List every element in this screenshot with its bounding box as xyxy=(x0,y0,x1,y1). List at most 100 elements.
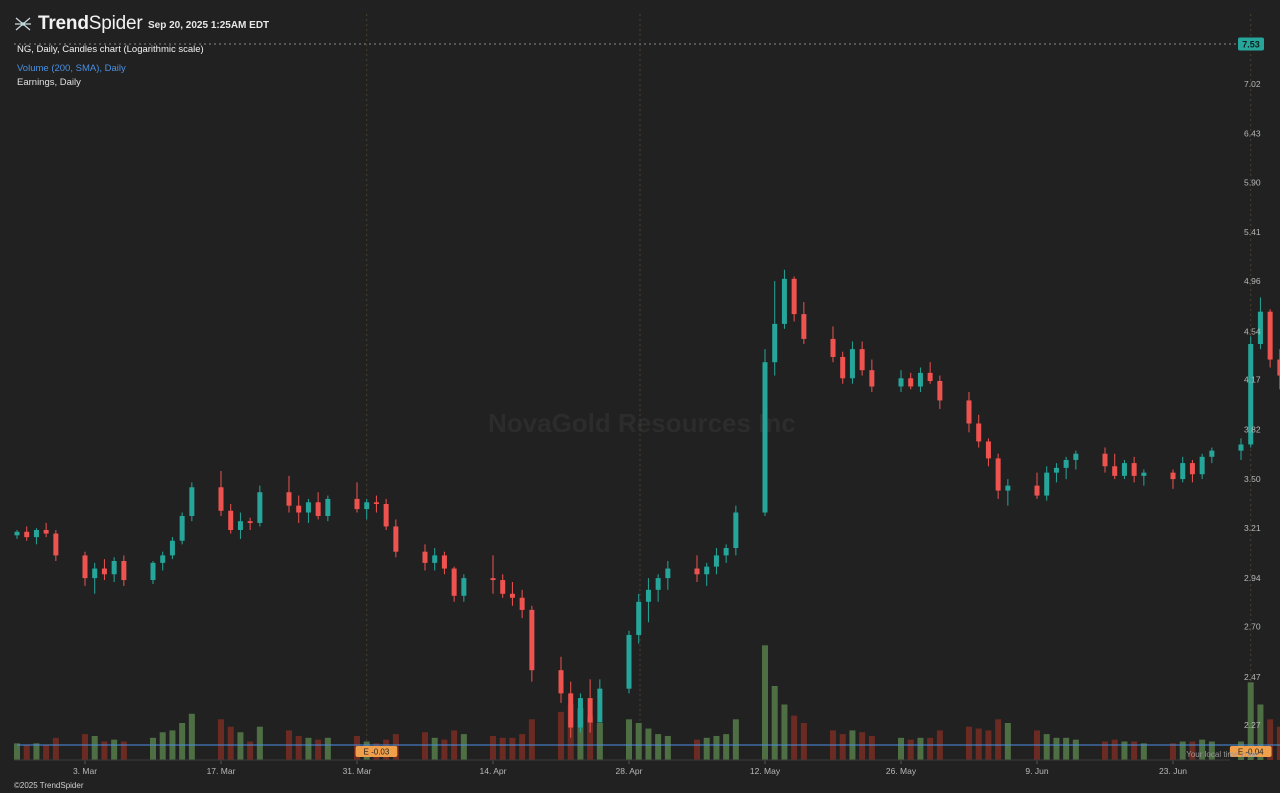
volume-bar xyxy=(52,737,59,760)
candle-body-down xyxy=(519,597,525,610)
candle-body-up xyxy=(1121,463,1127,476)
candle-body-down xyxy=(840,356,846,379)
header-bar: TrendSpider Sep 20, 2025 1:25AM EDT xyxy=(0,0,1280,40)
price-tick-label: 4.96 xyxy=(1244,276,1261,286)
volume-bar xyxy=(966,726,972,760)
volume-bar xyxy=(1247,682,1254,760)
candle-body-up xyxy=(1005,485,1011,491)
candle-body-down xyxy=(441,555,447,569)
candle-body-down xyxy=(985,441,991,459)
volume-bar xyxy=(159,732,166,760)
time-axis: 3. Mar 17. Mar 31. Mar 14. Apr 28. Apr 12. Ma… xyxy=(14,759,1230,776)
time-tick-label: 23. Jun xyxy=(1159,766,1187,776)
candle-body-up xyxy=(257,492,263,523)
candle-body-down xyxy=(43,529,49,534)
candle-body-down xyxy=(393,526,399,552)
candlesticks xyxy=(14,269,1280,738)
volume-bar xyxy=(1189,741,1196,760)
time-tick-label: 3. Mar xyxy=(73,766,97,776)
volume-bar xyxy=(771,686,778,760)
price-tick-label: 2.47 xyxy=(1244,672,1261,682)
candle-body-down xyxy=(490,578,496,581)
volume-bar xyxy=(1063,737,1070,760)
price-tick-label: 2.70 xyxy=(1244,621,1261,631)
candle-body-up xyxy=(179,515,185,541)
volume-bar xyxy=(111,739,118,760)
earnings-study-label[interactable]: Earnings, Daily xyxy=(17,77,81,88)
volume-bar xyxy=(1170,743,1176,760)
price-tick-label: 3.50 xyxy=(1244,474,1261,484)
candle-body-up xyxy=(781,278,787,324)
volume-bar xyxy=(1111,739,1118,760)
volume-bar xyxy=(1257,704,1264,760)
candle-body-up xyxy=(655,578,661,590)
earnings-badge-label: E -0.04 xyxy=(1238,748,1264,757)
volume-bar xyxy=(1179,741,1186,760)
price-tick-label: 5.41 xyxy=(1244,227,1261,237)
volume-bar xyxy=(645,728,652,760)
candle-body-up xyxy=(432,555,438,563)
earnings-markers: E -0.03E -0.04E? -0.06 xyxy=(355,746,1272,757)
volume-bar xyxy=(859,732,866,760)
earnings-badge[interactable]: E -0.03 xyxy=(355,746,398,757)
candle-body-up xyxy=(1044,472,1050,496)
candle-body-up xyxy=(1257,311,1263,344)
volume-bar xyxy=(490,735,496,760)
candle-body-up xyxy=(723,548,729,556)
candle-body-down xyxy=(218,487,224,511)
candle-body-down xyxy=(24,531,30,538)
volume-bar xyxy=(509,737,516,760)
candle-body-down xyxy=(422,551,428,563)
candle-body-down xyxy=(373,502,379,504)
price-tick-label: 4.17 xyxy=(1244,375,1261,385)
price-tick-label: 3.21 xyxy=(1244,523,1261,533)
candle-body-down xyxy=(383,503,389,527)
price-tick-label: 4.54 xyxy=(1244,326,1261,336)
volume-bar xyxy=(655,734,662,760)
candle-body-down xyxy=(1102,453,1108,467)
price-tick-label: 2.27 xyxy=(1244,720,1261,730)
volume-bar xyxy=(596,723,603,760)
volume-bar xyxy=(23,745,30,760)
candle-body-down xyxy=(1189,463,1195,475)
candle-body-down xyxy=(966,400,972,424)
trendspider-logo[interactable]: TrendSpider xyxy=(14,13,143,35)
timezone-label[interactable]: Your local time zone xyxy=(1186,750,1258,759)
candle-body-up xyxy=(1053,467,1059,473)
candle-body-up xyxy=(772,323,778,363)
candle-body-down xyxy=(1170,472,1176,480)
candle-body-down xyxy=(791,278,797,315)
volume-bar xyxy=(587,715,594,760)
candle-body-up xyxy=(14,531,20,536)
volume-study-label[interactable]: Volume (200, SMA), Daily xyxy=(17,63,126,74)
symbol-watermark: NovaGold Resources Inc xyxy=(488,408,796,438)
candle-body-up xyxy=(1073,453,1079,460)
candle-body-up xyxy=(1063,459,1069,468)
price-tick-label: 5.90 xyxy=(1244,178,1261,188)
candle-body-up xyxy=(111,560,117,575)
price-tick-label: 3.82 xyxy=(1244,424,1261,434)
time-tick-label: 28. Apr xyxy=(616,766,643,776)
volume-bar xyxy=(431,737,438,760)
volume-bar xyxy=(305,737,312,760)
volume-bar xyxy=(1053,737,1060,760)
time-tick-label: 9. Jun xyxy=(1025,766,1048,776)
time-tick-label: 17. Mar xyxy=(207,766,236,776)
volume-bar xyxy=(1140,743,1147,760)
candle-body-up xyxy=(1141,472,1147,476)
volume-bar xyxy=(120,741,127,760)
time-tick-label: 26. May xyxy=(886,766,917,776)
candle-body-up xyxy=(237,521,243,530)
volume-bar xyxy=(519,734,526,760)
earnings-badge[interactable]: E -0.04 xyxy=(1229,746,1272,757)
chart-grid xyxy=(366,14,1252,760)
volume-bar xyxy=(1199,739,1206,760)
volume-bar xyxy=(907,739,914,760)
candle-body-down xyxy=(53,533,59,556)
candle-body-down xyxy=(1112,466,1118,476)
candle-body-down xyxy=(801,314,807,339)
price-axis: 7.02 6.43 5.90 5.41 4.96 4.54 4.17 3.82 3.50 3.21… xyxy=(1244,79,1261,730)
main-series-label[interactable]: NG, Daily, Candles chart (Logarithmic sc… xyxy=(17,44,204,55)
candle-body-down xyxy=(1267,311,1273,360)
